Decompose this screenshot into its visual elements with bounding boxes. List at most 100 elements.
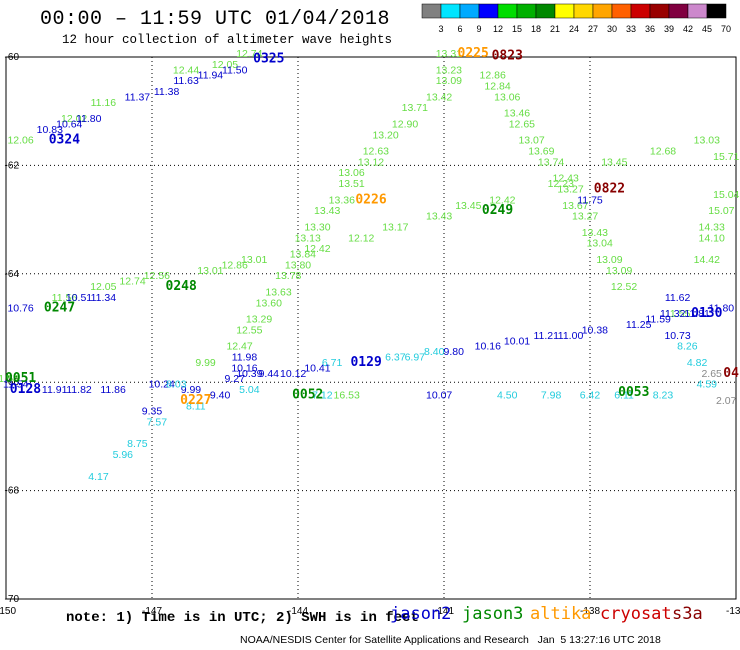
credit-line: NOAA/NESDIS Center for Satellite Applica… — [240, 634, 661, 646]
wave-height-value-altika: 4.59 — [697, 379, 718, 391]
colorbar-label: 33 — [626, 24, 636, 34]
wave-height-value-jason3: 12.65 — [509, 118, 535, 130]
pass-time-label: 0227 — [180, 393, 211, 408]
wave-height-value-altika: 8.40 — [424, 346, 445, 358]
wave-height-value-jason3: 12.02 — [61, 113, 87, 125]
wave-height-value-altika: 7.12 — [312, 389, 333, 401]
wave-height-value-jason2: 11.82 — [66, 384, 92, 396]
pass-time-label: 0325 — [253, 51, 284, 66]
wave-height-value-jason3: 15.71 — [713, 151, 739, 163]
wave-height-value-jason2: 11.38 — [154, 86, 180, 98]
wave-height-value-jason2: 10.64 — [56, 118, 82, 130]
wave-height-value-jason3: 12.23 — [548, 178, 574, 190]
wave-height-value-jason3: 12.12 — [348, 232, 374, 244]
wave-height-value-altika: 6.42 — [580, 389, 601, 401]
chart-subtitle: 12 hour collection of altimeter wave hei… — [62, 33, 393, 47]
pass-time-label: 0249 — [482, 203, 513, 218]
wave-height-value-jason2: 11.37 — [125, 91, 151, 103]
wave-height-value-jason3: 13.29 — [246, 314, 272, 326]
y-tick-label: -62 — [5, 160, 20, 171]
wave-height-value-jason2: 11.62 — [665, 292, 691, 304]
x-tick-label: -135 — [726, 606, 740, 617]
wave-height-value-jason3: 12.68 — [650, 146, 676, 158]
wave-height-value-jason2: 11.50 — [222, 64, 248, 76]
wave-height-value-altika: 6.71 — [322, 357, 343, 369]
wave-height-value-jason3: 12.05 — [212, 59, 238, 71]
wave-height-value-altika: 4.17 — [88, 471, 109, 483]
wave-height-value-jason3: 12.47 — [226, 341, 252, 353]
wave-height-value-jason3: 13.27 — [557, 184, 583, 196]
wave-height-value-jason3: 13.45 — [455, 200, 481, 212]
y-tick-label: -68 — [5, 486, 20, 497]
colorbar-swatch — [706, 3, 727, 19]
wave-height-value-jason3: 12.74 — [119, 276, 145, 288]
x-tick-label: -147 — [142, 606, 162, 617]
wave-height-value-jason3: 12.63 — [363, 146, 389, 158]
wave-height-value-jason2: 11.59 — [645, 314, 671, 326]
footnote: note: 1) Time is in UTC; 2) SWH is in fe… — [66, 610, 419, 626]
wave-height-value-jason3: 12.43 — [553, 173, 579, 185]
pass-time-label: 0052 — [292, 387, 323, 402]
wave-height-value-altika: 8.75 — [127, 438, 148, 450]
wave-height-value-jason2: 10.16 — [475, 341, 501, 353]
wave-height-value-jason2: 11.94 — [198, 70, 224, 82]
wave-height-value-jason3: 13.23 — [436, 64, 462, 76]
x-tick-label: -144 — [288, 606, 308, 617]
colorbar-label: 3 — [438, 24, 443, 34]
wave-height-value-jason3: 13.78 — [275, 270, 301, 282]
pass-time-label: 0823 — [492, 49, 523, 64]
colorbar-label: 9 — [476, 24, 481, 34]
wave-height-value-jason3: 12.55 — [236, 324, 262, 336]
wave-height-value-jason3: 13.42 — [426, 91, 452, 103]
wave-height-value-jason2: 10.01 — [504, 335, 530, 347]
colorbar-label: 39 — [664, 24, 674, 34]
colorbar-label: 24 — [569, 24, 579, 34]
wave-height-value-jason3: 13.01 — [241, 254, 267, 266]
wave-height-value-altika: 6.11 — [614, 389, 634, 401]
pass-time-label: 0324 — [49, 133, 80, 148]
wave-height-value-jason3: 13.71 — [402, 102, 428, 114]
pass-time-label: 0129 — [350, 355, 381, 370]
pass-time-label: 0053 — [618, 385, 649, 400]
x-tick-label: -138 — [580, 606, 600, 617]
wave-height-value-jason2: 9.35 — [142, 406, 163, 418]
wave-height-value-jason2: 9.40 — [210, 389, 231, 401]
wave-height-value-jason3: 13.43 — [582, 227, 608, 239]
wave-height-value-jason2: 10.51 — [66, 292, 92, 304]
wave-height-value-jason3: 13.12 — [358, 156, 384, 168]
wave-height-value-jason2: 11.91 — [42, 384, 68, 396]
wave-height-value-jason3: 13.04 — [587, 238, 613, 250]
wave-height-value-jason3: 12.42 — [304, 243, 330, 255]
wave-height-value-altika: 8.11 — [186, 400, 206, 412]
wave-height-value-jason3: 16.53 — [334, 389, 360, 401]
wave-height-value-jason3: 12.42 — [489, 194, 515, 206]
pass-time-label: 0248 — [166, 279, 197, 294]
wave-height-value-jason3: 13.43 — [426, 211, 452, 223]
wave-height-value-jason3: 12.84 — [484, 81, 510, 93]
colorbar-label: 15 — [512, 24, 522, 34]
wave-height-value-jason2: 10.83 — [37, 124, 63, 136]
pass-time-label: 0247 — [44, 301, 75, 316]
wave-height-value-jason3: 13.36 — [329, 194, 355, 206]
pass-time-label: 0051 — [5, 371, 36, 386]
wave-height-value-jason3: 13.13 — [295, 232, 321, 244]
legend-cryosat: cryosat — [600, 604, 672, 624]
y-tick-label: -66 — [5, 377, 20, 388]
chart-title: 00:00 – 11:59 UTC 01/04/2018 — [40, 8, 391, 31]
wave-height-value-jason3: 13.06 — [338, 167, 364, 179]
wave-height-value-jason3: 13.09 — [596, 254, 622, 266]
wave-height-value-altika: 6.37 — [385, 352, 406, 364]
wave-height-value-altika: 6.97 — [405, 352, 426, 364]
wave-height-value-jason3: 13.09 — [436, 75, 462, 87]
wave-height-value-jason2: 11.54 — [3, 379, 29, 391]
wave-height-value-jason3: 13.84 — [290, 249, 316, 261]
colorbar-label: 45 — [702, 24, 712, 34]
wave-height-value-jason3: 12.74 — [236, 48, 262, 60]
colorbar-label: 18 — [531, 24, 541, 34]
wave-height-value-jason3: 13.27 — [572, 211, 598, 223]
wave-height-value-s3a: 2.07 — [716, 395, 737, 407]
pass-time-label: 0225 — [458, 46, 489, 61]
wave-height-value-jason2: 10.24 — [149, 379, 175, 391]
pass-time-label: 0128 — [10, 382, 41, 397]
